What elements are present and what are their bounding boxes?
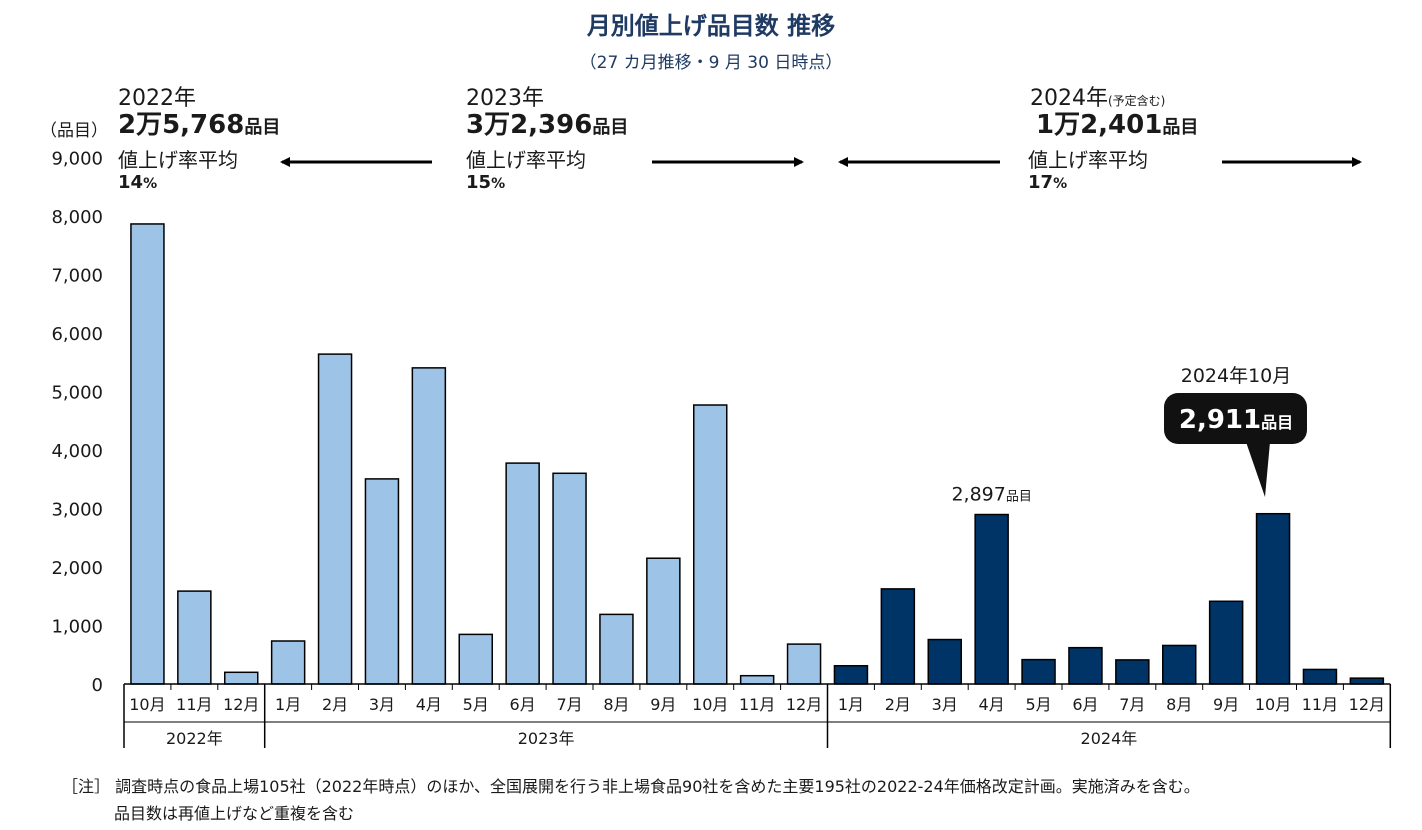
bar <box>270 640 306 685</box>
bar <box>364 478 400 685</box>
bar <box>974 513 1009 685</box>
x-tick-label: 1月 <box>275 695 301 714</box>
x-tick-label: 12月 <box>223 695 259 714</box>
x-tick-label: 10月 <box>1255 695 1291 714</box>
x-tick-label: 8月 <box>603 695 629 714</box>
x-tick-label: 11月 <box>739 695 775 714</box>
x-tick-label: 4月 <box>416 695 442 714</box>
y-tick-label: 4,000 <box>51 441 103 462</box>
summary-2024-rate-value: 17% <box>1028 172 1068 193</box>
x-tick-label: 2月 <box>885 695 911 714</box>
summary-2023-year: 2023年 <box>466 86 544 111</box>
x-tick-label: 7月 <box>556 695 582 714</box>
y-axis-unit-label: （品目） <box>40 121 108 141</box>
footnote-line1: ［注］ 調査時点の食品上場105社（2022年時点）のほか、全国展開を行う非上場… <box>62 777 1200 796</box>
bar <box>786 643 822 685</box>
bar <box>177 590 212 685</box>
summary-2023-rate-value: 15% <box>466 172 506 193</box>
x-tick-label: 10月 <box>692 695 728 714</box>
bar <box>833 664 869 685</box>
x-tick-label: 8月 <box>1166 695 1192 714</box>
summary-2022-year: 2022年 <box>118 86 196 111</box>
bar <box>1162 644 1197 685</box>
y-tick-label: 3,000 <box>51 500 103 521</box>
chart-title: 月別値上げ品目数 推移 <box>586 12 836 40</box>
bar <box>224 671 259 685</box>
y-tick-label: 6,000 <box>51 324 103 345</box>
bar <box>1115 659 1150 685</box>
bar <box>130 223 165 685</box>
bar <box>1255 512 1291 685</box>
y-tick-label: 5,000 <box>51 383 103 404</box>
y-tick-label: 9,000 <box>51 149 103 170</box>
x-tick-label: 3月 <box>932 695 958 714</box>
bar <box>1349 677 1385 685</box>
y-tick-label: 7,000 <box>51 266 103 287</box>
x-tick-label: 3月 <box>369 695 395 714</box>
bar <box>693 404 728 685</box>
y-tick-label: 1,000 <box>51 617 103 638</box>
summary-2023-total: 3万2,396品目 <box>466 110 629 140</box>
callout-oct2024-pointer <box>1246 442 1270 497</box>
callout-oct2024-label: 2024年10月 <box>1181 365 1292 387</box>
summary-2024-rate-label: 値上げ率平均 <box>1028 148 1148 172</box>
bar <box>880 588 916 685</box>
x-tick-label: 12月 <box>1349 695 1385 714</box>
x-tick-label: 6月 <box>510 695 536 714</box>
x-tick-label: 9月 <box>650 695 676 714</box>
bar <box>1208 600 1244 685</box>
x-tick-label: 5月 <box>1025 695 1051 714</box>
summary-2024-year: 2024年(予定含む) <box>1030 86 1166 111</box>
bar <box>646 557 681 685</box>
summary-2022-rate-value: 14% <box>118 172 158 193</box>
y-tick-label: 2,000 <box>51 558 103 579</box>
bar <box>317 353 353 685</box>
x-tick-label: 10月 <box>129 695 165 714</box>
bar <box>599 613 634 685</box>
x-tick-label: 5月 <box>463 695 489 714</box>
callout-oct2024-value: 2,911品目 <box>1179 405 1293 435</box>
x-tick-label: 1月 <box>838 695 864 714</box>
bar <box>411 367 447 685</box>
bar <box>1021 658 1056 685</box>
bar <box>552 472 587 685</box>
summary-2022-total: 2万5,768品目 <box>118 110 281 140</box>
x-tick-label: 2月 <box>322 695 348 714</box>
summary-2023-rate-label: 値上げ率平均 <box>466 148 586 172</box>
footnote-line2: 品目数は再値上げなど重複を含む <box>114 804 355 823</box>
bar <box>458 633 493 685</box>
year-group-label: 2022年 <box>166 729 223 748</box>
summary-2022-rate-label: 値上げ率平均 <box>118 148 238 172</box>
x-tick-label: 11月 <box>1302 695 1338 714</box>
year-group-label: 2023年 <box>518 729 575 748</box>
x-tick-label: 4月 <box>979 695 1005 714</box>
y-tick-label: 8,000 <box>51 207 103 228</box>
x-tick-label: 12月 <box>786 695 822 714</box>
x-tick-label: 7月 <box>1119 695 1145 714</box>
bar <box>739 674 775 685</box>
year-group-label: 2024年 <box>1081 729 1138 748</box>
callout-oct2024-bubble <box>1164 393 1307 444</box>
bar <box>505 462 540 685</box>
bar <box>1302 668 1338 685</box>
x-tick-label: 11月 <box>176 695 212 714</box>
x-tick-label: 6月 <box>1072 695 1098 714</box>
y-tick-label: 0 <box>92 675 103 696</box>
x-tick-label: 9月 <box>1213 695 1239 714</box>
summary-2024-total: 1万2,401品目 <box>1036 110 1199 140</box>
bar <box>927 638 962 685</box>
callout-apr2024-value: 2,897品目 <box>951 484 1031 506</box>
chart-subtitle: （27 カ月推移・9 月 30 日時点） <box>579 53 843 73</box>
bar <box>1068 646 1103 685</box>
